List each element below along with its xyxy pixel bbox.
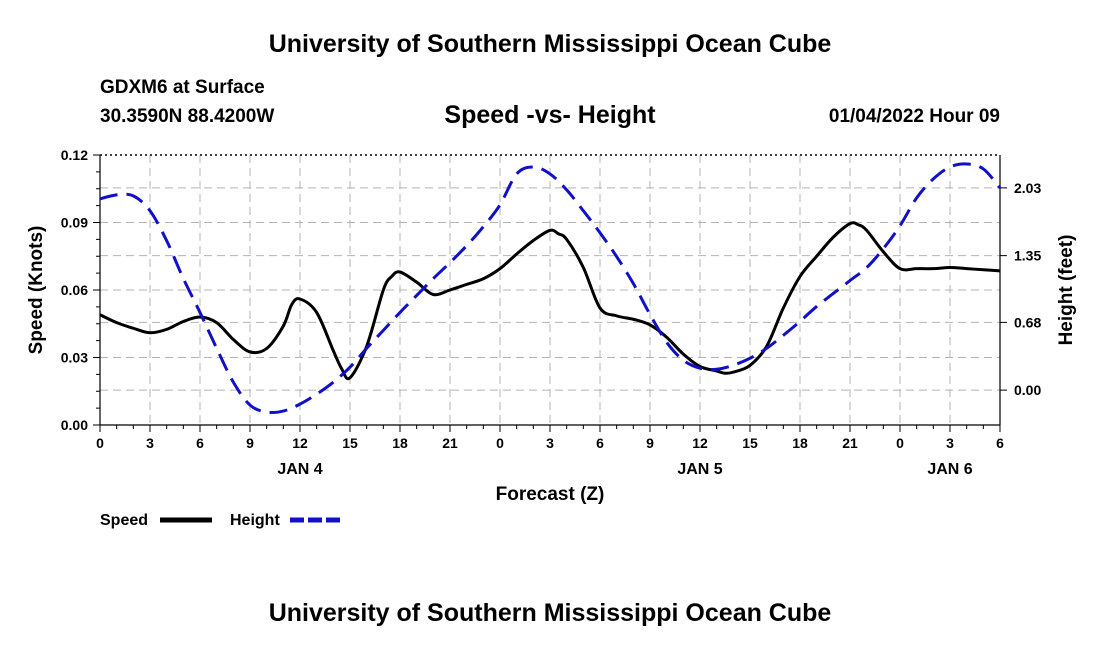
series [99, 162, 1002, 415]
x-tick-label: 6 [996, 435, 1004, 451]
y-left-tick-label: 0.00 [61, 417, 88, 433]
grid-lines [100, 155, 1000, 425]
x-tick-label: 12 [692, 435, 708, 451]
x-tick-label: 0 [896, 435, 904, 451]
x-tick-label: 0 [96, 435, 104, 451]
y-left-tick-label: 0.06 [61, 282, 88, 298]
legend: Speed Height [100, 512, 343, 529]
y-left-tick-label: 0.12 [61, 147, 88, 163]
chart-subtitle: Speed -vs- Height [444, 101, 656, 129]
series-line-height [99, 162, 1002, 415]
legend-label-speed: Speed [100, 512, 148, 529]
x-tick-label: 3 [946, 435, 954, 451]
y-left-axis-title: Speed (Knots) [26, 226, 47, 355]
y-right-tick-label: 0.00 [1014, 382, 1041, 398]
forecast-datetime: 01/04/2022 Hour 09 [828, 106, 1000, 127]
x-tick-label: 6 [596, 435, 604, 451]
day-label: JAN 6 [927, 461, 972, 478]
y-right-tick-label: 0.68 [1014, 314, 1041, 330]
x-tick-label: 21 [442, 435, 458, 451]
legend-label-height: Height [230, 512, 280, 529]
x-tick-label: 15 [742, 435, 758, 451]
x-tick-label: 0 [496, 435, 504, 451]
y-left-tick-label: 0.03 [61, 350, 88, 366]
y-right-tick-label: 1.35 [1014, 248, 1041, 264]
x-tick-label: 12 [292, 435, 308, 451]
axes [93, 154, 1007, 432]
y-left-tick-label: 0.09 [61, 215, 88, 231]
series-line-speed [99, 221, 1001, 381]
footer-title: University of Southern Mississippi Ocean… [268, 599, 832, 627]
x-tick-label: 15 [342, 435, 358, 451]
x-tick-label: 21 [842, 435, 858, 451]
y-right-tick-label: 2.03 [1014, 180, 1041, 196]
x-tick-label: 9 [246, 435, 254, 451]
day-label: JAN 5 [677, 461, 722, 478]
x-tick-label: 18 [792, 435, 808, 451]
axis-labels: 0 3 6 9 12 15 18 21 0 3 6 9 12 15 18 21 0 3 6 JAN 4 JAN 5 JAN… [26, 147, 1077, 505]
coordinates-label: 30.3590N 88.4200W [100, 106, 275, 127]
day-label: JAN 4 [277, 461, 322, 478]
y-right-axis-title: Height (feet) [1056, 235, 1077, 346]
x-axis-title: Forecast (Z) [496, 484, 605, 505]
x-tick-label: 9 [646, 435, 654, 451]
x-tick-label: 18 [392, 435, 408, 451]
x-tick-label: 3 [546, 435, 554, 451]
x-tick-label: 6 [196, 435, 204, 451]
main-title: University of Southern Mississippi Ocean… [268, 30, 832, 58]
x-tick-label: 3 [146, 435, 154, 451]
station-label: GDXM6 at Surface [100, 77, 265, 98]
